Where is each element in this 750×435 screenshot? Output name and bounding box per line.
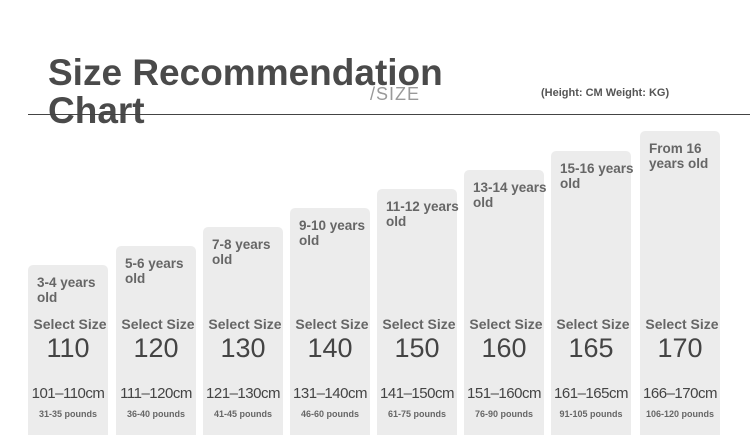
- weight-range: 106-120 pounds: [645, 409, 715, 419]
- select-size: Select Size: [645, 316, 719, 332]
- size-card: [377, 189, 457, 435]
- size-card: [203, 227, 283, 435]
- height-range: 161–165cm: [554, 385, 628, 402]
- size-card: [551, 151, 631, 435]
- size-number: 130: [220, 333, 266, 363]
- size-number: 165: [568, 333, 614, 363]
- weight-range: 46-60 pounds: [300, 409, 359, 419]
- age-label: 11-12 years old: [386, 199, 459, 229]
- age-label: 7-8 years old: [212, 237, 271, 267]
- age-label: 9-10 years old: [299, 218, 366, 248]
- age-label: From 16 years old: [649, 141, 709, 171]
- subtitle: (Height: CM Weight: KG): [541, 87, 670, 99]
- size-number: 160: [481, 333, 527, 363]
- weight-range: 61-75 pounds: [387, 409, 446, 419]
- weight-range: 36-40 pounds: [126, 409, 185, 419]
- select-size: Select Size: [382, 316, 456, 332]
- size-card: [290, 208, 370, 435]
- size-card: [116, 246, 196, 435]
- size-number: 150: [394, 333, 440, 363]
- size-number: 140: [307, 333, 353, 363]
- select-size: Select Size: [208, 316, 282, 332]
- select-size: Select Size: [121, 316, 195, 332]
- size-number: 120: [133, 333, 179, 363]
- height-range: 121–130cm: [206, 385, 280, 402]
- age-label: 5-6 years old: [125, 256, 184, 286]
- height-range: 151–160cm: [467, 385, 541, 402]
- size-card: [464, 170, 544, 435]
- height-range: 101–110cm: [31, 385, 105, 402]
- height-range: 111–120cm: [120, 385, 192, 402]
- select-size: Select Size: [295, 316, 369, 332]
- faint-text: /SIZE: [370, 84, 421, 104]
- select-size: Select Size: [33, 316, 107, 332]
- age-label: 13-14 years old: [473, 180, 547, 210]
- size-number: 170: [657, 333, 703, 363]
- divider: [28, 114, 750, 115]
- select-size: Select Size: [556, 316, 630, 332]
- size-card: [28, 265, 108, 435]
- height-range: 166–170cm: [643, 385, 717, 402]
- height-range: 131–140cm: [293, 385, 367, 402]
- select-size: Select Size: [469, 316, 543, 332]
- weight-range: 41-45 pounds: [213, 409, 272, 419]
- height-range: 141–150cm: [380, 385, 454, 402]
- title: Size Recommendation Chart: [48, 52, 443, 131]
- weight-range: 91-105 pounds: [559, 409, 623, 419]
- weight-range: 31-35 pounds: [38, 409, 97, 419]
- age-label: 3-4 years old: [37, 275, 96, 305]
- age-label: 15-16 years old: [560, 161, 634, 191]
- weight-range: 76-90 pounds: [474, 409, 533, 419]
- size-number: 110: [46, 333, 90, 363]
- size-card: [640, 131, 720, 435]
